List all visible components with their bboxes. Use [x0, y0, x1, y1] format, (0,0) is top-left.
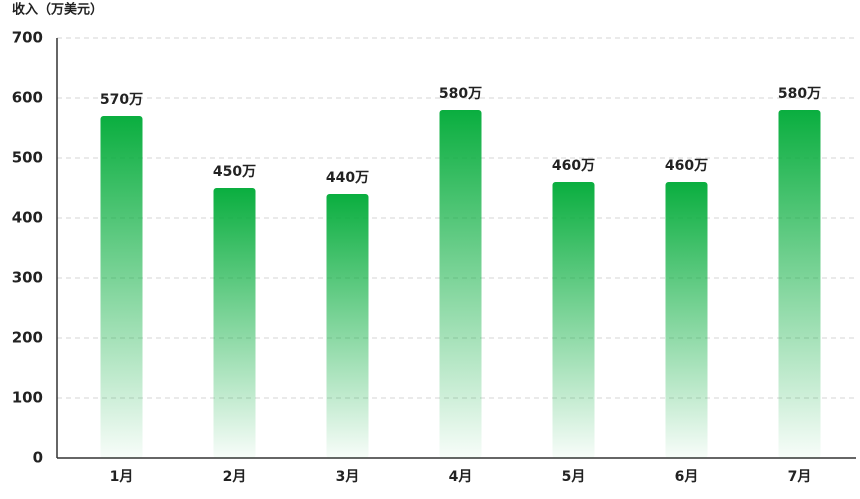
- data-label: 580万: [439, 86, 482, 102]
- x-tick-label: 3月: [336, 469, 360, 485]
- x-tick-label: 6月: [675, 469, 699, 485]
- y-tick-label: 100: [12, 389, 43, 407]
- x-tick-label: 4月: [449, 469, 473, 485]
- data-label: 450万: [213, 164, 256, 180]
- x-tick-label: 2月: [223, 469, 247, 485]
- bar: [552, 182, 595, 458]
- y-tick-label: 500: [12, 149, 43, 167]
- data-label: 570万: [100, 92, 143, 108]
- bar: [326, 194, 369, 458]
- y-tick-label: 0: [33, 449, 43, 467]
- data-label: 440万: [326, 170, 369, 186]
- y-tick-label: 300: [12, 269, 43, 287]
- y-axis-label: 收入（万美元）: [12, 2, 103, 18]
- y-tick-label: 400: [12, 209, 43, 227]
- bar: [100, 116, 143, 458]
- x-tick-label: 7月: [788, 469, 812, 485]
- data-label: 460万: [552, 158, 595, 174]
- x-tick-label: 1月: [110, 469, 134, 485]
- bar: [439, 110, 482, 458]
- bar: [778, 110, 821, 458]
- x-tick-label: 5月: [562, 469, 586, 485]
- data-label: 460万: [665, 158, 708, 174]
- y-tick-label: 600: [12, 89, 43, 107]
- y-tick-label: 200: [12, 329, 43, 347]
- bar: [213, 188, 256, 458]
- y-tick-label: 700: [12, 29, 43, 47]
- bar: [665, 182, 708, 458]
- data-label: 580万: [778, 86, 821, 102]
